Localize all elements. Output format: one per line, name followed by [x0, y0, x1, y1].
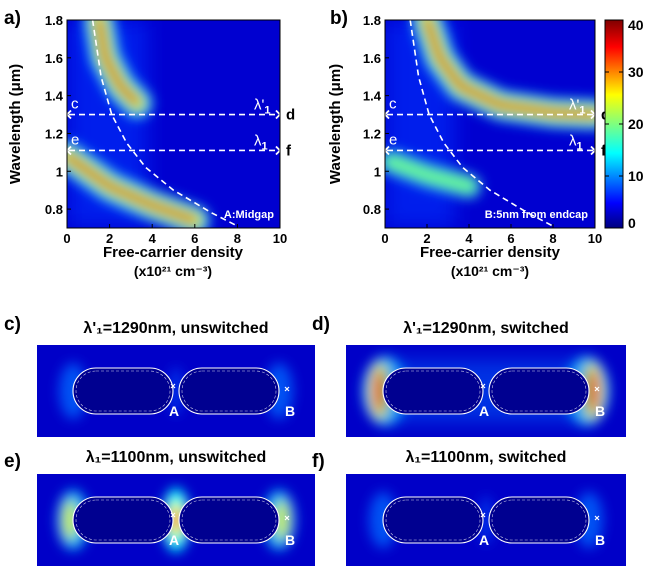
guide-left-label: c — [71, 96, 79, 113]
field-map-c: c) λ'₁=1290nm, unswitched A B — [4, 314, 315, 437]
field-map-title: λ₁=1100nm, unswitched — [86, 449, 266, 466]
point-b-label: B — [595, 403, 605, 419]
band-upper-layer — [97, 20, 140, 106]
y-tick-label: 1 — [374, 164, 381, 179]
y-tick-label: 1.4 — [45, 89, 64, 104]
band-upper-layer — [425, 20, 595, 117]
field-map-title: λ'₁=1290nm, switched — [403, 320, 569, 337]
xlabel-a: Free-carrier density — [103, 244, 244, 261]
colorbar-tick-label: 0 — [628, 215, 636, 231]
ylabel-b: Wavelength (μm) — [327, 64, 344, 184]
y-tick-label: 1.2 — [363, 126, 381, 141]
nanorod-left — [382, 367, 484, 415]
guide-right-label: d — [286, 107, 295, 124]
xlabel-units-b: (x10²¹ cm⁻³) — [451, 263, 529, 279]
plot-frame — [384, 19, 596, 229]
y-tick-label: 1.2 — [45, 126, 63, 141]
x-tick-label: 2 — [423, 231, 430, 246]
nanorod-right — [488, 496, 590, 544]
x-tick-label: 4 — [465, 231, 473, 246]
y-tick-label: 1.6 — [45, 51, 63, 66]
x-tick-label: 4 — [149, 231, 157, 246]
corner-label-a: A:Midgap — [224, 209, 274, 221]
nanorod-left — [72, 496, 174, 544]
y-tick-label: 0.8 — [45, 202, 63, 217]
dashed-resonance-curve — [409, 19, 554, 227]
panel-label: e) — [4, 451, 21, 472]
xlabel-b: Free-carrier density — [420, 244, 561, 261]
band-lower-layer — [67, 154, 197, 223]
field-map-title: λ'₁=1290nm, unswitched — [83, 320, 268, 337]
x-tick-label: 2 — [106, 231, 113, 246]
y-tick-label: 1.4 — [363, 89, 382, 104]
nanorod-left — [72, 367, 174, 415]
ylabel-a: Wavelength (μm) — [7, 64, 24, 184]
colorbar-tick-label: 40 — [628, 17, 644, 33]
nanorod-right — [178, 496, 280, 544]
field-map-f: f) λ₁=1100nm, switched A B — [312, 449, 626, 566]
panel-label-b: b) — [330, 8, 348, 29]
panel-label: d) — [312, 314, 330, 335]
guide-left-label: e — [389, 131, 397, 148]
x-tick-label: 6 — [191, 231, 198, 246]
y-tick-label: 0.8 — [363, 202, 381, 217]
xlabel-units-a: (x10²¹ cm⁻³) — [134, 263, 212, 279]
x-tick-label: 0 — [63, 231, 70, 246]
y-tick-label: 1.8 — [45, 13, 63, 28]
guide-right-label: f — [601, 142, 607, 159]
x-tick-label: 8 — [549, 231, 556, 246]
point-a-label: A — [169, 532, 179, 548]
guide-left-label: e — [71, 131, 79, 148]
field-map-d: d) λ'₁=1290nm, switched A B — [312, 314, 626, 437]
panel-label: c) — [4, 314, 21, 335]
band-lower-layer — [385, 153, 477, 195]
colorbar: 0 10 20 30 40 — [604, 17, 644, 231]
x-tick-label: 8 — [234, 231, 241, 246]
guide-right-label: f — [286, 142, 292, 159]
x-tick-label: 0 — [381, 231, 388, 246]
field-map-e: e) λ₁=1100nm, unswitched A B — [4, 449, 315, 566]
corner-label-b: B:5nm from endcap — [485, 209, 589, 221]
x-tick-label: 10 — [273, 231, 287, 246]
point-a-label: A — [479, 403, 489, 419]
guide-left-label: c — [389, 96, 397, 113]
x-tick-label: 6 — [507, 231, 514, 246]
plot-frame — [66, 19, 281, 229]
point-b-label: B — [285, 403, 295, 419]
colorbar-tick-label: 30 — [628, 64, 644, 80]
nanorod-right — [488, 367, 590, 415]
y-tick-label: 1.8 — [363, 13, 381, 28]
panel-label-a: a) — [4, 8, 21, 29]
y-tick-label: 1 — [56, 164, 63, 179]
colorbar-tick-label: 10 — [628, 168, 644, 184]
panel-label: f) — [312, 451, 325, 472]
colorbar-tick-label: 20 — [628, 116, 644, 132]
nanorod-left — [382, 496, 484, 544]
nanorod-right — [178, 367, 280, 415]
point-a-label: A — [479, 532, 489, 548]
field-map-title: λ₁=1100nm, switched — [406, 449, 567, 466]
point-b-label: B — [285, 532, 295, 548]
point-a-label: A — [169, 403, 179, 419]
dashed-resonance-curve — [91, 19, 238, 227]
point-b-label: B — [595, 532, 605, 548]
y-tick-label: 1.6 — [363, 51, 381, 66]
x-tick-label: 10 — [588, 231, 602, 246]
